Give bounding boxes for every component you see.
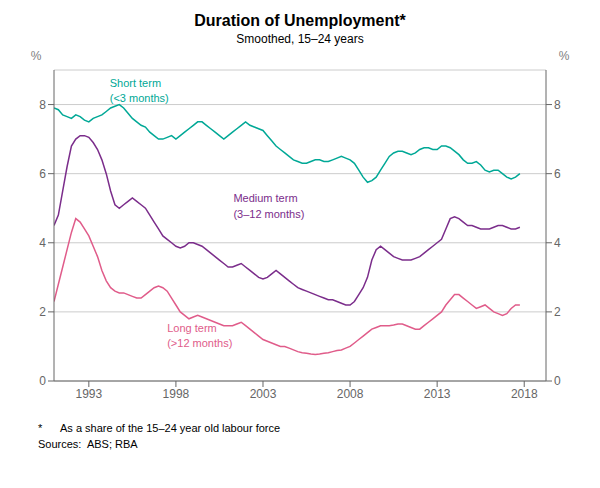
svg-text:0: 0	[39, 374, 46, 388]
svg-text:0: 0	[554, 374, 561, 388]
svg-text:Long term(>12 months): Long term(>12 months)	[167, 322, 232, 349]
svg-text:1998: 1998	[163, 387, 190, 401]
svg-text:4: 4	[554, 236, 561, 250]
svg-text:6: 6	[39, 167, 46, 181]
svg-text:2013: 2013	[424, 387, 451, 401]
svg-text:%: %	[31, 49, 42, 63]
svg-text:2008: 2008	[337, 387, 364, 401]
html-text:* As a share of the 15–24 year: * As a share of the 15–24 year old labou…	[38, 422, 281, 434]
html-text:Smoothed, 15–24 years: Smoothed, 15–24 years	[236, 32, 364, 46]
svg-text:%: %	[559, 49, 570, 63]
svg-text:2: 2	[39, 305, 46, 319]
svg-text:1993: 1993	[75, 387, 102, 401]
svg-text:2003: 2003	[250, 387, 277, 401]
svg-text:Short term(<3 months): Short term(<3 months)	[110, 77, 169, 104]
svg-text:8: 8	[39, 98, 46, 112]
svg-text:6: 6	[554, 167, 561, 181]
svg-text:2: 2	[554, 305, 561, 319]
html-text:Sources: ABS; RBA: Sources: ABS; RBA	[38, 438, 138, 450]
svg-text:2018: 2018	[511, 387, 538, 401]
svg-text:8: 8	[554, 98, 561, 112]
svg-text:4: 4	[39, 236, 46, 250]
svg-text:Medium term(3–12 months): Medium term(3–12 months)	[233, 192, 304, 219]
html-text:Duration of Unemployment*: Duration of Unemployment*	[194, 12, 406, 29]
